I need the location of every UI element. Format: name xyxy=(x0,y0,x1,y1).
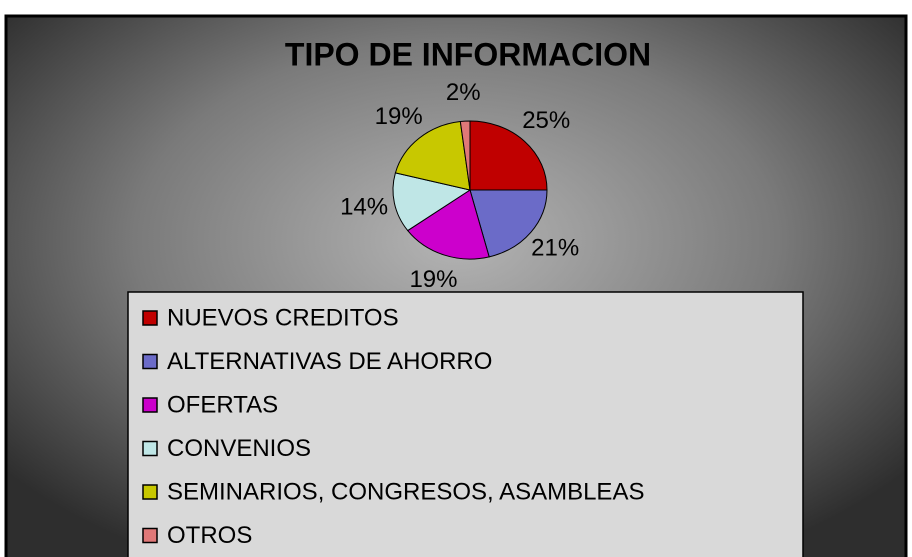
legend-label: NUEVOS CREDITOS xyxy=(167,304,399,331)
data-label: 14% xyxy=(340,193,388,220)
legend-marker xyxy=(142,484,158,500)
pie-slice xyxy=(406,189,490,260)
legend-marker xyxy=(142,527,158,544)
legend-label: OTROS xyxy=(167,522,252,549)
pie-slice xyxy=(392,172,472,232)
legend-label: CONVENIOS xyxy=(167,435,311,462)
data-label: 19% xyxy=(409,266,457,293)
legend-box xyxy=(127,291,804,557)
data-label: 2% xyxy=(446,79,481,106)
legend-label: SEMINARIOS, CONGRESOS, ASAMBLEAS xyxy=(167,478,644,505)
legend-marker xyxy=(142,440,158,457)
chart-title: TIPO DE INFORMACION xyxy=(285,36,651,72)
legend-marker xyxy=(142,353,158,370)
legend-marker xyxy=(142,310,158,326)
legend-label: ALTERNATIVAS DE AHORRO xyxy=(167,348,492,375)
legend-label: OFERTAS xyxy=(167,391,278,418)
data-label: 25% xyxy=(522,107,570,134)
pie-slice xyxy=(459,120,471,191)
pie-slice xyxy=(469,120,548,191)
pie-slice xyxy=(469,189,548,258)
data-label: 19% xyxy=(375,103,423,130)
legend-marker xyxy=(142,397,158,413)
pie-slice xyxy=(394,120,471,191)
data-label: 21% xyxy=(531,235,579,262)
